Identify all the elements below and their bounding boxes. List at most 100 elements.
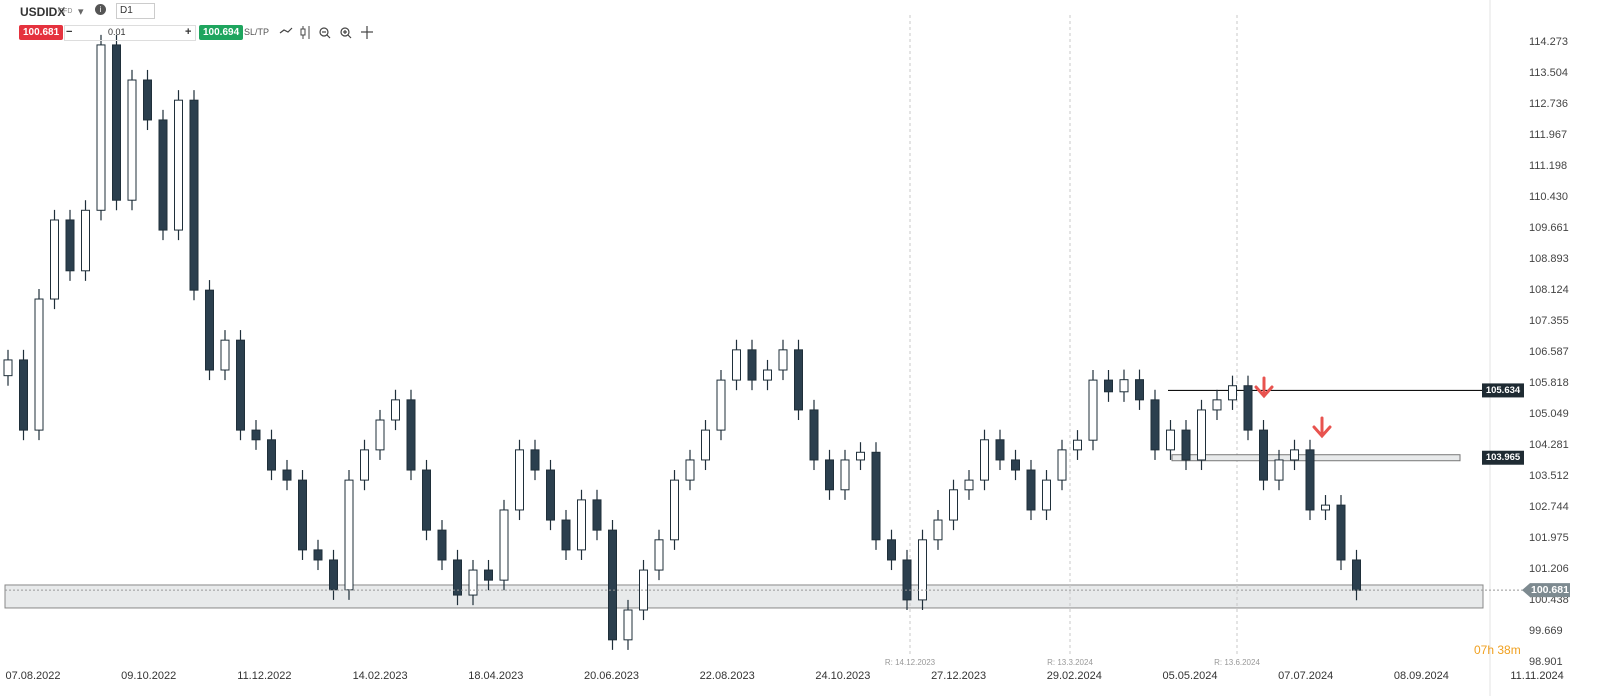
sltp[interactable]: SL/TP [244, 27, 270, 37]
level-label: 103.965 [1486, 452, 1521, 463]
x-tick-label: 22.08.2023 [700, 670, 755, 682]
plus[interactable]: + [185, 26, 192, 38]
x-tick-label: 05.05.2024 [1162, 670, 1217, 682]
candle-body [65, 219, 75, 272]
timeframe[interactable]: D1 [116, 3, 155, 19]
y-tick-label: 112.736 [1529, 98, 1568, 110]
candle-body [282, 469, 292, 481]
candle-body [1042, 479, 1051, 511]
y-tick-label: 106.587 [1529, 346, 1569, 358]
x-tick-label: 09.10.2022 [121, 670, 176, 682]
candle-body [654, 539, 664, 571]
candle-body [1166, 429, 1175, 451]
lot-input[interactable] [64, 25, 196, 41]
candle-body [34, 298, 44, 431]
y-tick-label: 107.355 [1529, 315, 1569, 327]
candle-body [1336, 504, 1346, 561]
candle-body [747, 349, 757, 381]
candle-body [1088, 379, 1098, 441]
candle-body [546, 469, 555, 521]
y-tick-label: 113.504 [1529, 67, 1568, 79]
candle-body [50, 219, 59, 300]
sell-price[interactable]: 100.681 [19, 25, 64, 40]
level-label: 105.634 [1486, 385, 1521, 396]
line-icon[interactable] [279, 27, 293, 34]
candle-body [1321, 504, 1330, 511]
candle-body [840, 459, 850, 491]
zoom-out[interactable] [319, 27, 331, 39]
y-tick-label: 103.512 [1529, 470, 1569, 482]
candle-body [158, 119, 168, 231]
candle-body [112, 44, 121, 201]
x-tick-label: 18.04.2023 [468, 670, 523, 682]
candle-body [577, 499, 586, 551]
y-tick-label: 98.901 [1529, 656, 1563, 668]
rollover-label: R: 13.6.2024 [1214, 658, 1260, 667]
info-icon[interactable]: i [95, 4, 106, 15]
candle-body [887, 539, 896, 561]
candle-body [453, 559, 462, 596]
y-tick-label: 101.206 [1529, 563, 1569, 575]
candle-body [391, 399, 400, 421]
candle-body [1104, 379, 1113, 393]
candle-icon[interactable] [300, 26, 310, 39]
candle-body [515, 449, 524, 511]
y-tick-label: 101.975 [1529, 532, 1569, 544]
candle-body [1150, 399, 1160, 451]
y-tick-label: 111.967 [1529, 129, 1567, 141]
candle-body [174, 99, 183, 231]
candle-body [1274, 459, 1284, 481]
candle-body [794, 349, 803, 411]
candle-body [592, 499, 602, 531]
x-tick-label: 07.08.2022 [5, 670, 60, 682]
candle-body [422, 469, 431, 531]
y-tick-label: 110.430 [1529, 191, 1568, 203]
candle-body [220, 339, 230, 371]
candle-body [716, 379, 726, 431]
current-price-tag [1522, 583, 1570, 598]
level-tag [1482, 383, 1524, 398]
move-icon[interactable] [361, 26, 373, 39]
dropdown-arrow[interactable]: ▾ [78, 6, 84, 18]
candle-body [298, 479, 307, 551]
y-tick-label: 108.124 [1529, 284, 1569, 296]
candle-body [1243, 385, 1253, 431]
candle-body [933, 519, 943, 541]
y-tick-label: 99.669 [1529, 625, 1563, 637]
x-tick-label: 11.12.2022 [237, 670, 291, 682]
symbol[interactable]: USDIDX [20, 5, 66, 19]
candle-body [825, 459, 834, 491]
candle-body [96, 44, 106, 211]
x-tick-label: 11.11.2024 [1510, 670, 1563, 682]
candle-body [406, 399, 416, 471]
rollover-label: R: 14.12.2023 [885, 658, 936, 667]
candle-body [3, 359, 13, 377]
candle-body [468, 569, 478, 596]
x-tick-label: 07.07.2024 [1278, 670, 1333, 682]
timer: 07h 38m [1474, 643, 1521, 657]
candle-body [1011, 459, 1020, 471]
candle-body [561, 519, 571, 551]
candle-body [1259, 429, 1268, 481]
candle-body [1181, 429, 1191, 461]
candle-body [809, 409, 819, 461]
tool-icons [279, 26, 373, 39]
candle-body [685, 459, 695, 481]
candle-body [189, 99, 199, 291]
y-tick-label: 111.198 [1529, 160, 1567, 172]
buy-price[interactable]: 100.694 [199, 25, 244, 40]
x-tick-label: 27.12.2023 [931, 670, 986, 682]
level-zone [1171, 454, 1461, 462]
minus[interactable]: − [66, 26, 73, 38]
candle-body [1073, 439, 1082, 451]
zoom-in[interactable] [340, 27, 352, 39]
current-price-label: 100.681 [1531, 584, 1569, 596]
candle-body [902, 559, 912, 601]
candle-body [1212, 399, 1222, 411]
candle-body [1197, 409, 1206, 461]
candle-body [19, 359, 28, 431]
candle-body [1305, 449, 1315, 511]
candle-body [127, 79, 137, 201]
candle-body [918, 539, 927, 601]
